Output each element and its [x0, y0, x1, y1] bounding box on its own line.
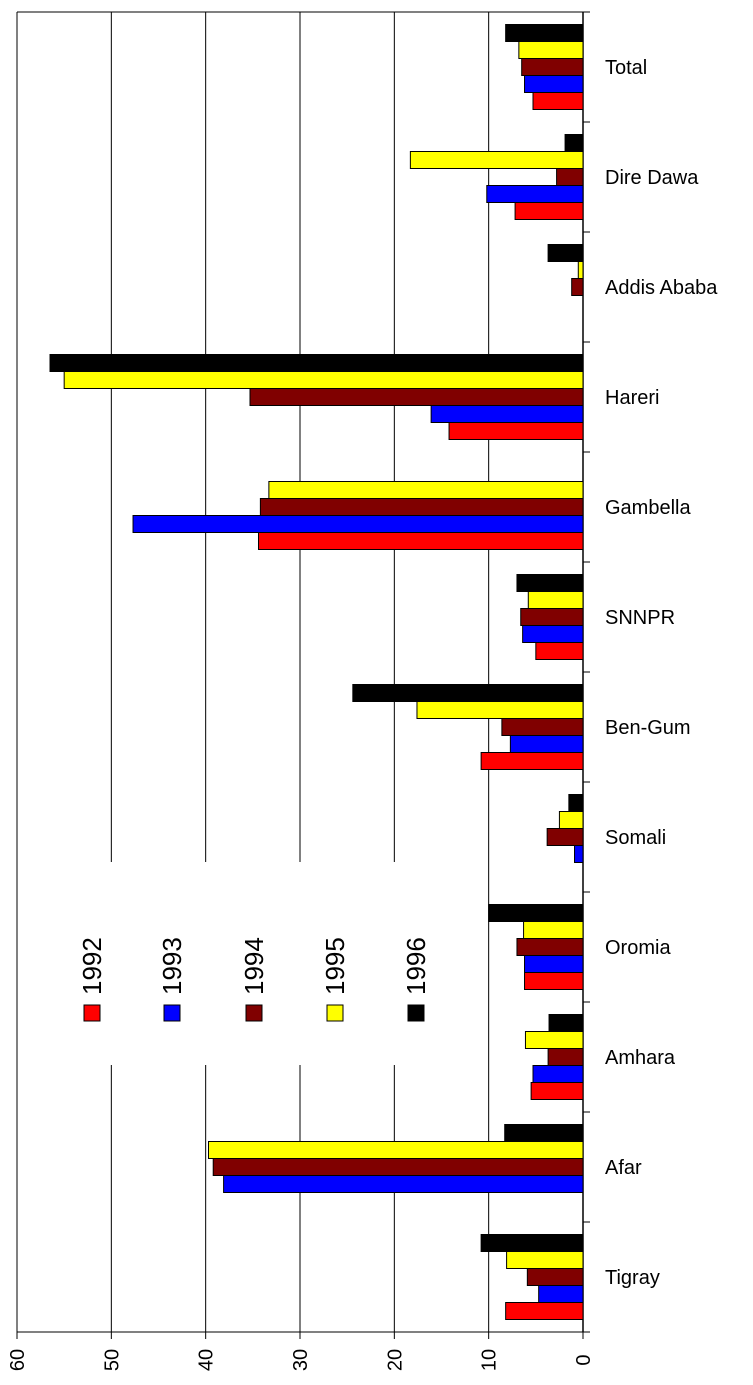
- bar: [63, 371, 584, 389]
- x-tick-label: 0: [573, 1354, 595, 1365]
- legend-box: [60, 862, 450, 1065]
- bar: [416, 701, 584, 719]
- bar: [571, 278, 584, 296]
- bar: [556, 168, 584, 186]
- legend-swatch: [163, 1004, 181, 1022]
- bar: [530, 1082, 584, 1100]
- x-tick-label: 20: [384, 1349, 406, 1371]
- bar: [524, 1031, 584, 1049]
- bar: [505, 1302, 584, 1320]
- bar: [522, 625, 584, 643]
- bar: [516, 938, 584, 956]
- y-tick-label: Tigray: [605, 1267, 660, 1289]
- bar: [577, 261, 584, 279]
- bar: [524, 972, 584, 990]
- bar: [548, 1014, 584, 1032]
- y-tick-label: Somali: [605, 827, 666, 849]
- y-tick-label: Total: [605, 57, 647, 79]
- legend-label: 1994: [239, 937, 269, 995]
- x-tick-label: 50: [101, 1349, 123, 1371]
- bar: [480, 1234, 584, 1252]
- bar: [486, 185, 584, 203]
- legend-label: 1995: [320, 937, 350, 995]
- legend-label: 1996: [401, 937, 431, 995]
- bar: [524, 955, 584, 973]
- bar: [514, 202, 584, 220]
- bar: [212, 1158, 584, 1176]
- legend-swatch: [245, 1004, 263, 1022]
- bar: [257, 532, 584, 550]
- bar: [547, 244, 584, 262]
- bar: [558, 811, 584, 829]
- bar: [521, 58, 584, 76]
- bar: [504, 1124, 584, 1142]
- x-tick-label: 40: [196, 1349, 218, 1371]
- bar: [49, 354, 584, 372]
- y-tick-label: Dire Dawa: [605, 167, 699, 189]
- x-tick-label: 10: [479, 1349, 501, 1371]
- bar: [480, 752, 584, 770]
- y-tick-label: SNNPR: [605, 607, 675, 629]
- bar: [532, 1065, 584, 1083]
- legend-label: 1993: [157, 937, 187, 995]
- legend-swatch: [83, 1004, 101, 1022]
- x-tick-label: 30: [290, 1349, 312, 1371]
- legend-swatch: [407, 1004, 425, 1022]
- y-tick-label: Ben-Gum: [605, 717, 691, 739]
- bar: [568, 794, 584, 812]
- bar: [526, 1268, 584, 1286]
- bar: [532, 92, 584, 110]
- bar: [268, 481, 584, 499]
- y-tick-label: Oromia: [605, 937, 671, 959]
- bar: [259, 498, 584, 516]
- bar: [448, 422, 584, 440]
- bar: [546, 828, 584, 846]
- x-tick-label: 60: [7, 1349, 29, 1371]
- y-tick-label: Amhara: [605, 1047, 676, 1069]
- y-tick-label: Addis Ababa: [605, 277, 718, 299]
- bar: [132, 515, 584, 533]
- bar: [527, 591, 584, 609]
- bar: [547, 1048, 584, 1066]
- y-tick-label: Afar: [605, 1157, 642, 1179]
- y-tick-label: Gambella: [605, 497, 691, 519]
- bar: [506, 1251, 584, 1269]
- bar: [518, 41, 584, 59]
- bar: [520, 608, 584, 626]
- bar: [352, 684, 584, 702]
- bar: [223, 1175, 584, 1193]
- bar: [409, 151, 584, 169]
- bar: [509, 735, 584, 753]
- bar: [516, 574, 584, 592]
- bar: [505, 24, 584, 42]
- legend-label: 1992: [77, 937, 107, 995]
- bar: [501, 718, 584, 736]
- bar: [249, 388, 584, 406]
- y-tick-label: Hareri: [605, 387, 659, 409]
- bar: [207, 1141, 584, 1159]
- bar: [430, 405, 584, 423]
- bar: [564, 134, 584, 152]
- bar: [524, 75, 584, 93]
- bar: [538, 1285, 584, 1303]
- bar: [535, 642, 584, 660]
- legend-swatch: [326, 1004, 344, 1022]
- bar: [523, 921, 584, 939]
- bar: [488, 904, 584, 922]
- bar: [574, 845, 584, 863]
